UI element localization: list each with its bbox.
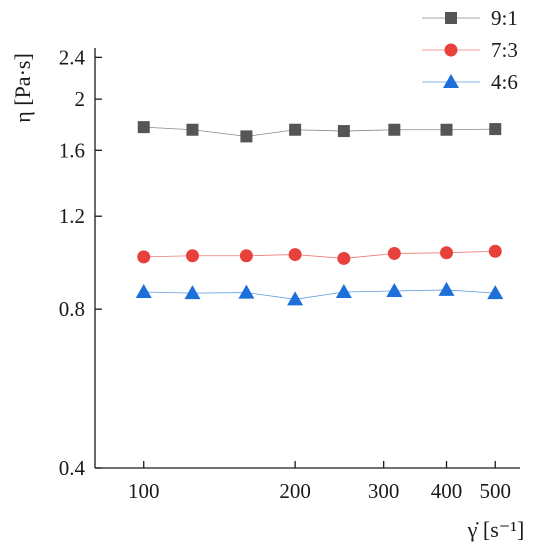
data-point	[186, 123, 199, 136]
data-point	[440, 123, 453, 136]
series-layer	[135, 121, 504, 306]
x-tick-label: 400	[431, 479, 463, 503]
data-point	[135, 284, 152, 299]
legend-marker	[444, 43, 458, 57]
legend-item: 7:3	[422, 38, 518, 62]
y-tick-label: 2.4	[59, 45, 86, 69]
series-line	[143, 289, 496, 300]
data-point	[388, 123, 401, 136]
data-point	[489, 123, 502, 136]
x-tick-label: 100	[128, 479, 160, 503]
x-axis-title: γ̇ [s⁻¹]	[467, 517, 525, 542]
x-tick-label: 300	[368, 479, 400, 503]
data-point	[386, 282, 403, 297]
data-point	[488, 244, 502, 258]
data-point	[137, 121, 150, 134]
legend-label: 9:1	[491, 6, 518, 30]
data-point	[239, 249, 253, 263]
data-point	[487, 285, 504, 300]
data-point	[289, 123, 302, 136]
series-2	[137, 244, 502, 265]
legend-marker	[445, 12, 457, 24]
y-tick-label: 1.6	[59, 138, 85, 162]
data-point	[387, 246, 401, 260]
series-1	[137, 121, 502, 143]
legend: 9:1 7:3 4:6	[422, 6, 518, 94]
series-line	[143, 250, 496, 259]
y-tick-label: 0.8	[59, 297, 85, 321]
data-point	[337, 251, 351, 265]
data-point	[137, 250, 151, 264]
data-point	[238, 284, 255, 299]
y-axis-title: η [Pa·s]	[10, 53, 35, 123]
y-tick-label: 0.4	[59, 456, 86, 480]
legend-item: 4:6	[422, 70, 518, 94]
data-point	[240, 130, 253, 143]
x-tick-label: 200	[279, 479, 311, 503]
data-point	[287, 291, 304, 306]
data-point	[337, 125, 350, 138]
y-tick-label: 1.2	[59, 204, 85, 228]
legend-label: 7:3	[491, 38, 518, 62]
series-line	[143, 126, 496, 137]
data-point	[438, 281, 455, 296]
series-3	[135, 281, 504, 306]
y-tick-label: 2	[75, 87, 86, 111]
data-point	[440, 246, 454, 260]
data-point	[184, 285, 201, 300]
legend-item: 9:1	[422, 6, 518, 30]
data-point	[185, 249, 199, 263]
x-tick-label: 500	[479, 479, 511, 503]
axes: 0.4 0.8 1.2 1.6 2 2.4 100 200 300 400 500	[59, 45, 520, 503]
legend-marker	[443, 74, 459, 88]
data-point	[335, 284, 352, 299]
data-point	[288, 248, 302, 262]
legend-label: 4:6	[491, 70, 518, 94]
